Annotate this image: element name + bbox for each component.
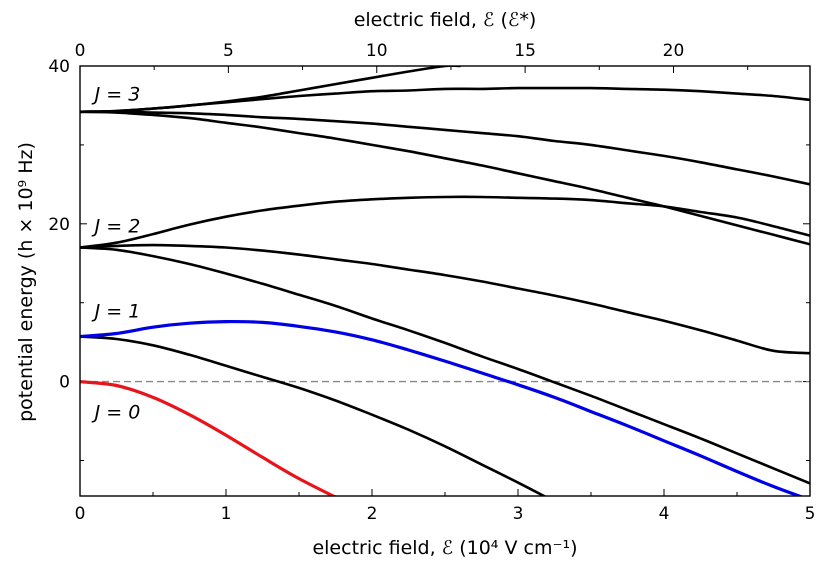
x-tick-label: 1 (221, 504, 232, 524)
y-axis-label: potential energy (h × 10⁹ Hz) (15, 142, 37, 422)
y-tick-label: 0 (59, 373, 70, 393)
plot-frame (79, 65, 811, 497)
y-tick-label: 40 (48, 57, 70, 77)
x-axis-label: electric field, ℰ (10⁴ V cm⁻¹) (312, 537, 577, 559)
y-tick-label: 20 (48, 215, 70, 235)
series-line-9 (80, 110, 810, 246)
x2-tick-label: 5 (223, 41, 234, 61)
x2-tick-label: 10 (366, 41, 388, 61)
x-tick-label: 5 (805, 504, 816, 524)
series-line-2 (80, 335, 547, 496)
x2-axis-label: electric field, ℰ (ℰ*) (354, 9, 537, 31)
series-line-3 (80, 195, 810, 249)
series-line-8 (80, 110, 810, 186)
series-line-0 (80, 380, 337, 496)
level-labels: J = 0 J = 1 J = 2 J = 3 (91, 84, 141, 424)
series-line-4 (80, 243, 810, 355)
j-level-label: J = 2 (91, 215, 141, 237)
j-level-label: J = 1 (91, 301, 141, 323)
series-line-5 (80, 246, 810, 485)
axis-ticks: 0 1 2 3 4 5 0 5 10 15 20 0 20 40 (48, 41, 815, 524)
x-tick-label: 4 (659, 504, 670, 524)
x2-tick-label: 0 (75, 41, 86, 61)
x-tick-label: 0 (75, 504, 86, 524)
x-tick-label: 2 (367, 504, 378, 524)
x2-tick-label: 20 (663, 41, 685, 61)
x2-tick-label: 15 (514, 41, 536, 61)
chart-lines (80, 66, 810, 496)
series-line-7 (80, 86, 810, 114)
x-tick-label: 3 (513, 504, 524, 524)
j-level-label: J = 0 (91, 402, 141, 424)
j-level-label: J = 3 (91, 84, 141, 106)
series-line-1 (80, 319, 804, 496)
